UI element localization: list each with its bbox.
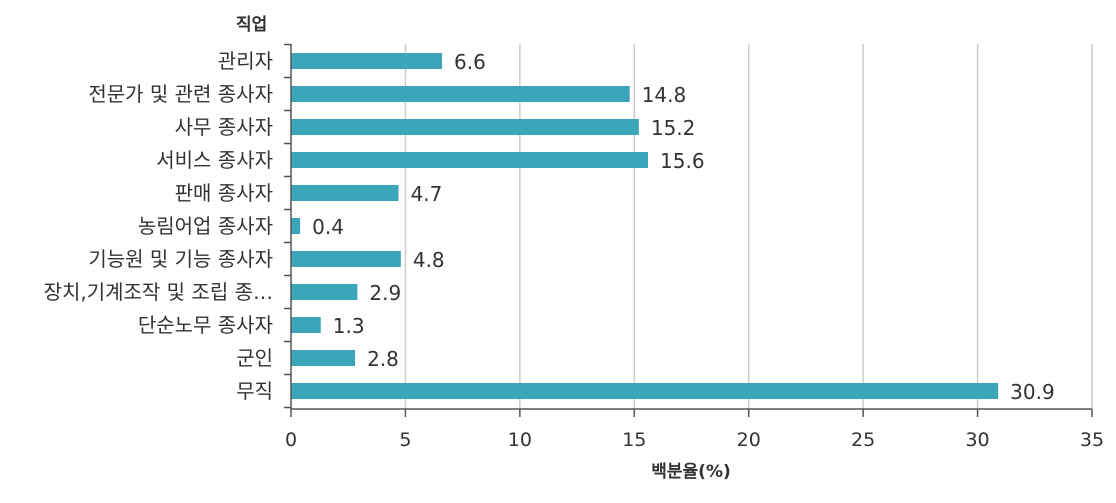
bar <box>291 317 321 333</box>
bars <box>291 53 999 399</box>
category-label: 군인 <box>236 346 273 370</box>
bar <box>291 86 630 102</box>
category-label: 장치,기계조작 및 조립 종… <box>44 280 273 304</box>
category-label: 기능원 및 기능 종사자 <box>88 247 273 271</box>
data-label: 30.9 <box>1010 380 1055 404</box>
category-label: 전문가 및 관련 종사자 <box>88 82 273 106</box>
bar <box>291 185 399 201</box>
data-label: 2.8 <box>367 347 399 371</box>
data-label: 4.7 <box>411 182 443 206</box>
data-label: 6.6 <box>454 50 486 74</box>
category-label: 사무 종사자 <box>175 115 273 139</box>
bar <box>291 53 443 69</box>
x-tick-label: 35 <box>1080 429 1104 451</box>
bar <box>291 350 356 366</box>
y-axis-title: 직업 <box>236 15 267 35</box>
category-label: 단순노무 종사자 <box>138 313 273 337</box>
x-tick-label: 5 <box>399 429 411 451</box>
category-label: 서비스 종사자 <box>156 148 273 172</box>
bar <box>291 119 639 135</box>
bar <box>291 218 301 234</box>
x-tick-label: 15 <box>622 429 646 451</box>
category-label: 관리자 <box>218 49 273 73</box>
category-label: 무직 <box>236 379 273 403</box>
x-tick-label: 20 <box>737 429 761 451</box>
category-label: 농림어업 종사자 <box>138 214 273 238</box>
data-label: 15.6 <box>660 149 705 173</box>
x-ticks: 0 5 10 15 20 25 30 35 <box>284 43 1104 451</box>
bar <box>291 152 649 168</box>
data-label: 2.9 <box>369 281 401 305</box>
axes <box>290 44 1092 410</box>
x-tick-label: 0 <box>285 429 297 451</box>
data-label: 4.8 <box>413 248 445 272</box>
labels: 관리자 6.6 전문가 및 관련 종사자 14.8 사무 종사자 15.2 서비스 종사자 1… <box>44 49 1055 404</box>
x-tick-label: 10 <box>508 429 532 451</box>
grid-lines <box>404 44 1093 409</box>
bar <box>291 284 358 300</box>
data-label: 0.4 <box>312 215 344 239</box>
data-label: 14.8 <box>642 83 687 107</box>
data-label: 1.3 <box>333 314 365 338</box>
bar <box>291 251 401 267</box>
data-label: 15.2 <box>651 116 696 140</box>
x-tick-label: 25 <box>851 429 875 451</box>
x-tick-label: 30 <box>965 429 989 451</box>
category-label: 판매 종사자 <box>175 181 273 205</box>
x-axis-title: 백분율(%) <box>651 462 731 482</box>
bar <box>291 383 999 399</box>
